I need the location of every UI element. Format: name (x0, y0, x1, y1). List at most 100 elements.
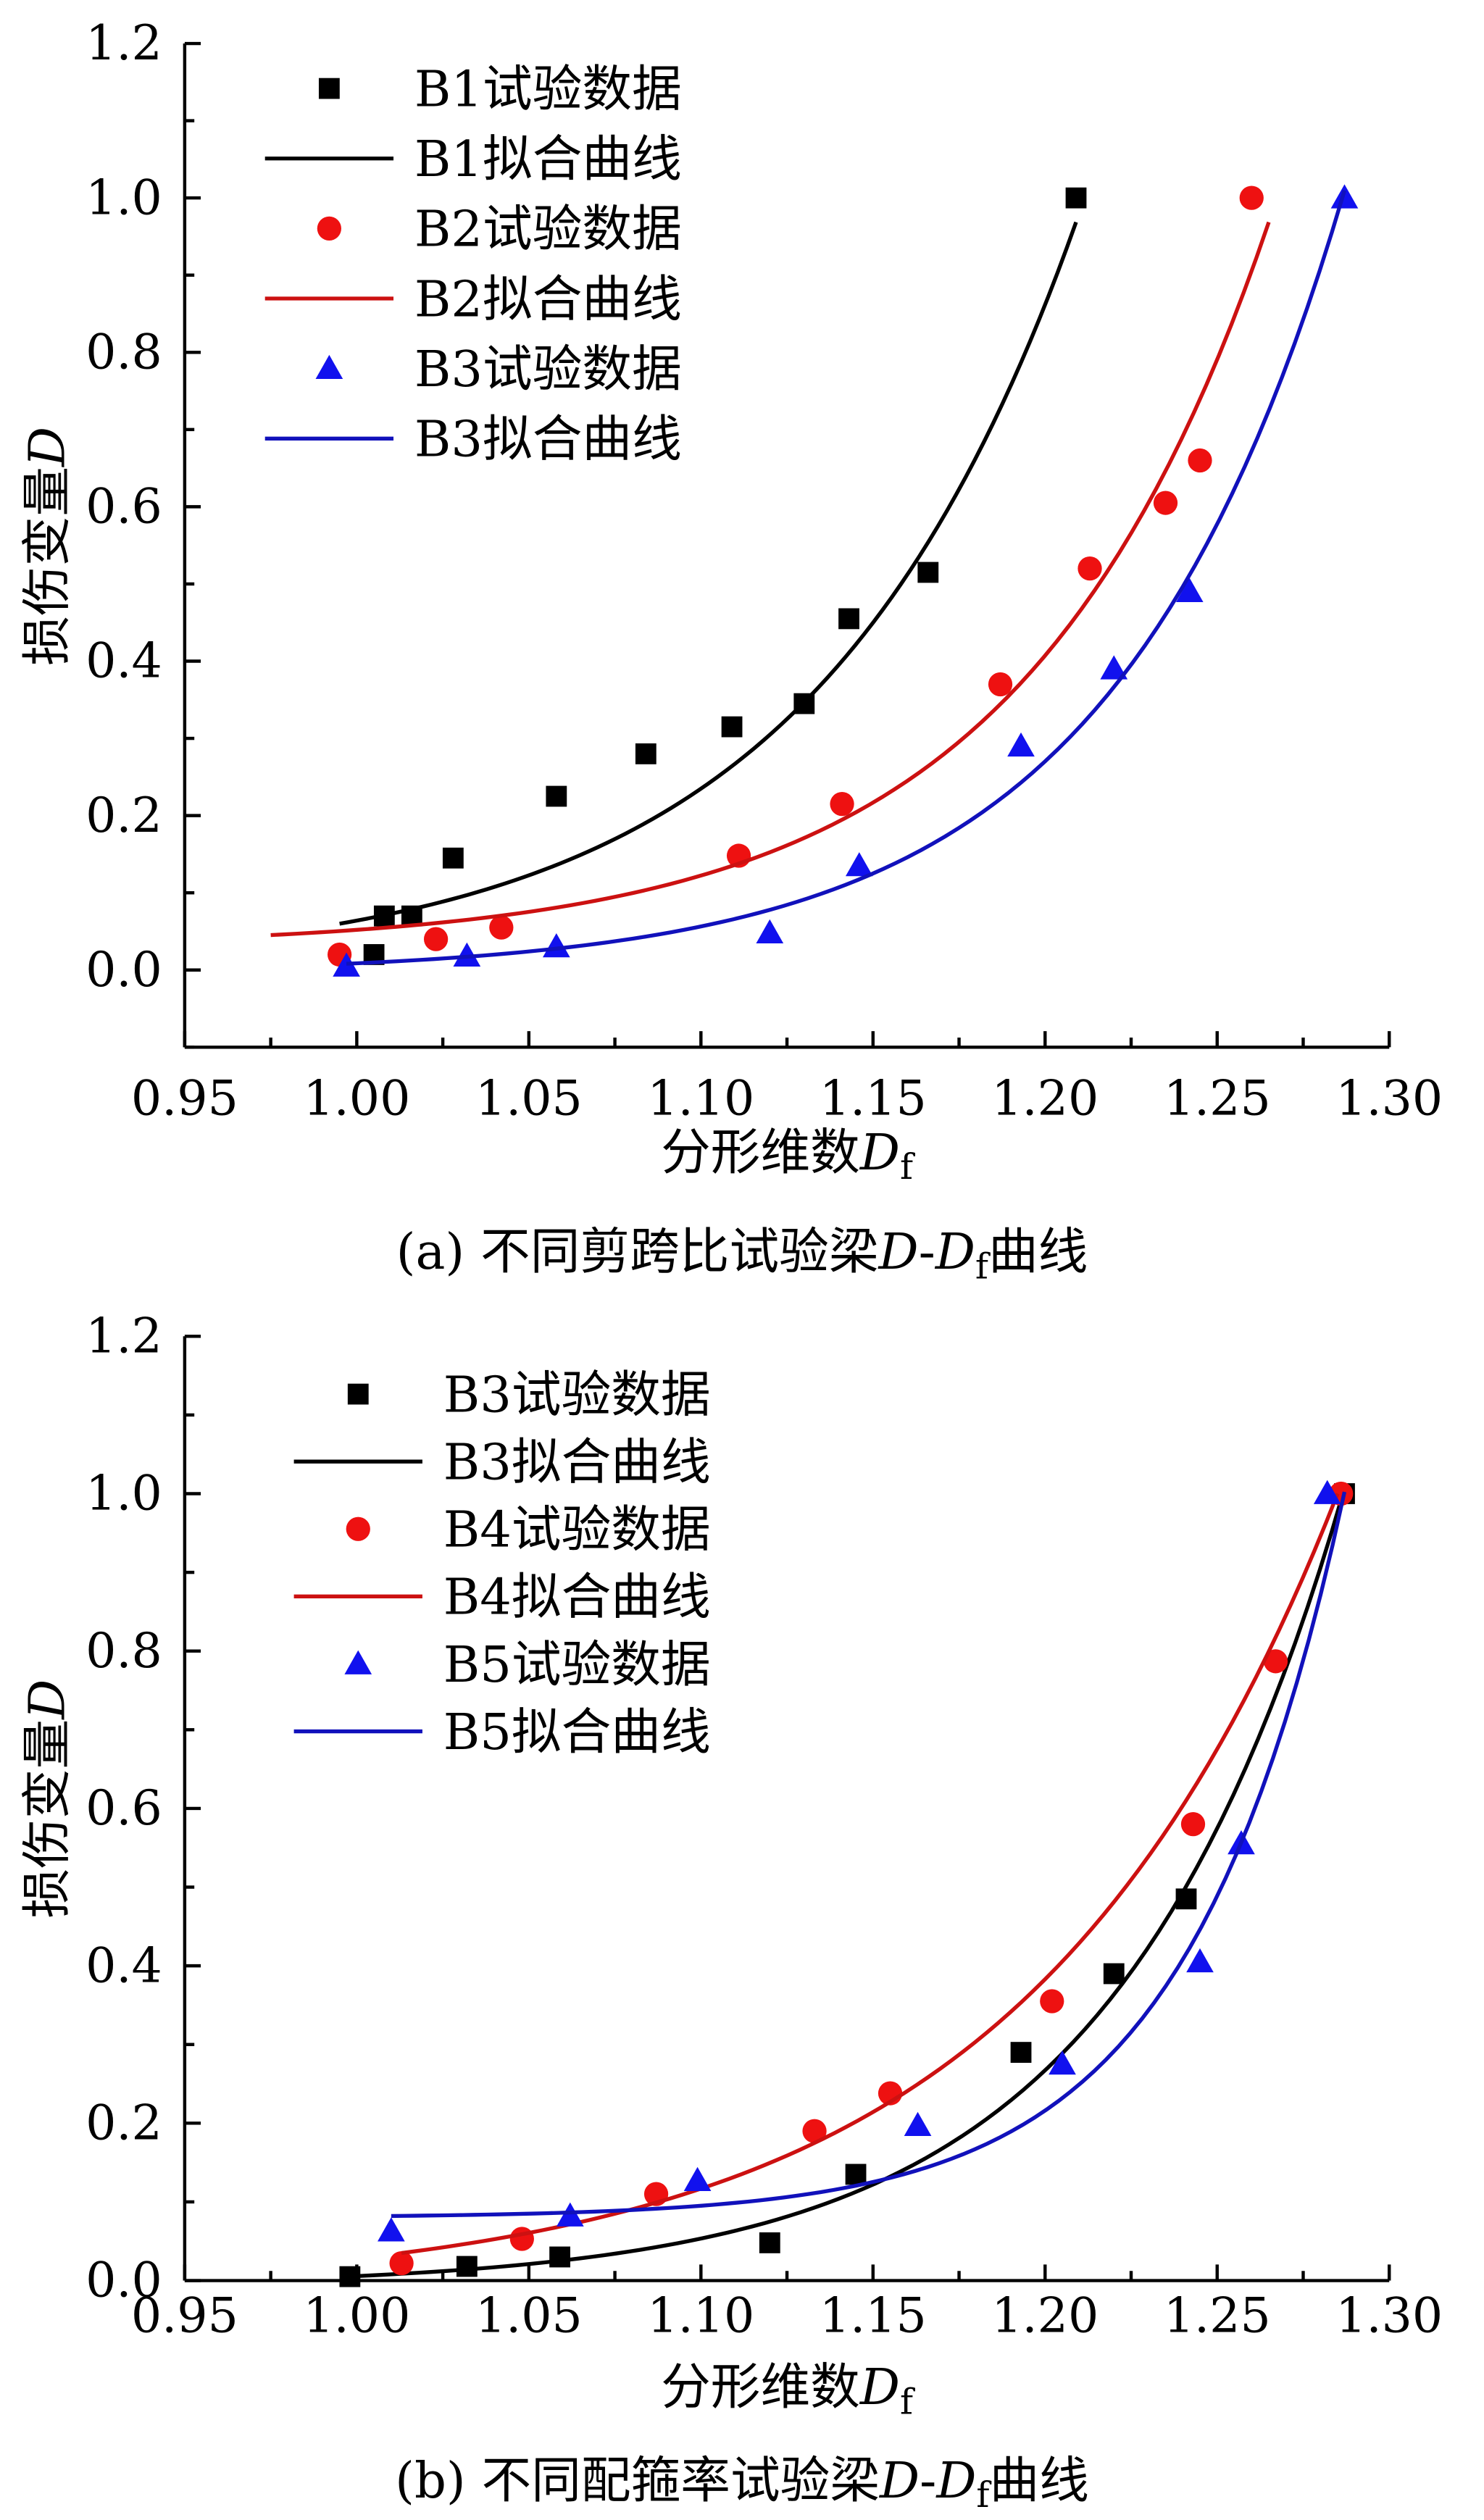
x-tick-label: 0.95 (131, 2287, 238, 2343)
data-point (389, 2251, 414, 2276)
caption-sep: - (919, 1223, 935, 1281)
data-point (453, 942, 481, 967)
legend: B1试验数据 B1拟合曲线 B2试验数据 B2拟合曲线 B3试验数据 B3拟合曲线 (264, 60, 682, 469)
series-B3试验数据 (339, 1483, 1355, 2287)
caption-var: D (935, 2452, 976, 2510)
x-label-var: D (859, 1124, 900, 1182)
series-B2拟合曲线 (270, 221, 1271, 938)
legend-label: B5试验数据 (443, 1636, 711, 1694)
legend-marker (318, 78, 340, 99)
data-point (489, 915, 514, 940)
x-tick-label: 1.00 (303, 1069, 410, 1126)
legend-label: B3拟合曲线 (443, 1434, 711, 1492)
y-tick-label: 1.2 (86, 1307, 162, 1364)
x-label-text: 分形维数 (661, 2358, 860, 2416)
legend-label: B3试验数据 (414, 341, 682, 399)
data-point (838, 608, 859, 630)
y-tick-label: 1.0 (86, 1465, 162, 1522)
data-point (988, 672, 1013, 697)
data-point (756, 919, 784, 944)
y-tick-label: 0.6 (86, 1780, 162, 1836)
x-tick-label: 1.20 (991, 1069, 1099, 1126)
y-tick-label: 0.4 (86, 633, 162, 689)
y-tick-label: 0.8 (86, 323, 162, 380)
caption-suffix: 曲线 (989, 2452, 1088, 2510)
data-point (917, 562, 939, 583)
legend-marker (346, 1516, 370, 1541)
caption-prefix: (b) 不同配箍率试验梁 (395, 2452, 880, 2510)
data-point (509, 2227, 534, 2251)
legend-label: B1拟合曲线 (414, 130, 682, 188)
data-point (543, 933, 570, 958)
legend-label: B2拟合曲线 (414, 270, 682, 328)
data-point (1188, 448, 1212, 473)
series-B5拟合曲线 (391, 1491, 1347, 2219)
y-axis-label: 损伤变量D (19, 427, 77, 666)
legend-label: B4试验数据 (443, 1501, 711, 1559)
x-tick-label: 1.15 (820, 1069, 927, 1126)
data-point (1239, 185, 1264, 210)
legend-marker (344, 1650, 372, 1674)
fit-curve (401, 1493, 1340, 2256)
legend-item: B3试验数据 (347, 1366, 711, 1424)
data-point (423, 927, 449, 951)
legend-label: B1试验数据 (414, 60, 682, 118)
fit-curve (339, 221, 1078, 926)
data-point (1049, 2050, 1076, 2075)
data-point (1040, 1989, 1064, 2014)
x-axis-label: 分形维数Df (661, 2358, 915, 2422)
data-point (845, 2164, 867, 2185)
x-axis-label: 分形维数Df (661, 1124, 915, 1188)
data-point (904, 2111, 932, 2137)
x-tick-label: 1.10 (647, 1069, 754, 1126)
y-tick-label: 0.2 (86, 2095, 162, 2151)
legend-item: B5试验数据 (344, 1636, 711, 1694)
caption-prefix: (a) 不同剪跨比试验梁 (396, 1223, 879, 1281)
x-tick-label: 1.25 (1164, 1069, 1271, 1126)
chart-b: 0.95 1.00 1.05 1.10 1.15 1.20 1.25 1.30 0.0 0.2 0.… (19, 1307, 1443, 2516)
data-point (556, 2202, 584, 2227)
data-point (442, 847, 464, 869)
y-tick-label: 0.2 (86, 787, 162, 843)
data-point (1010, 2042, 1032, 2064)
series-B1拟合曲线 (339, 221, 1078, 926)
caption-sub: f (976, 2475, 991, 2516)
fit-curve (270, 221, 1271, 938)
y-label-text: 损伤变量 (19, 467, 77, 666)
y-tick-label: 1.0 (86, 169, 162, 225)
legend-label: B3拟合曲线 (414, 411, 682, 469)
caption-sep: - (920, 2452, 936, 2510)
data-point (456, 2256, 478, 2277)
x-tick-label: 1.05 (475, 2287, 583, 2343)
fit-curve (357, 1488, 1347, 2279)
y-tick-label: 0.0 (86, 2252, 162, 2308)
x-tick-label: 1.00 (303, 2287, 410, 2343)
data-point (830, 792, 854, 817)
data-point (1007, 732, 1035, 757)
caption-suffix: 曲线 (988, 1223, 1088, 1281)
data-point (1077, 556, 1102, 581)
y-tick-label: 0.8 (86, 1622, 162, 1679)
legend-marker (317, 216, 341, 241)
series-B3拟合曲线 (346, 190, 1347, 966)
y-label-text: 损伤变量 (19, 1719, 77, 1919)
series-B1试验数据 (363, 187, 1087, 965)
data-point (1065, 187, 1087, 209)
x-tick-label: 1.30 (1335, 1069, 1443, 1126)
fit-curve (391, 1491, 1347, 2219)
legend-label: B5拟合曲线 (443, 1703, 711, 1761)
data-point (549, 2246, 570, 2268)
y-tick-label: 1.2 (86, 14, 162, 71)
data-point (802, 2119, 827, 2143)
caption-var: D (878, 1223, 919, 1281)
legend-item: B2试验数据 (317, 201, 682, 259)
data-point (1180, 1812, 1206, 1837)
data-point (721, 716, 743, 738)
x-tick-label: 1.05 (475, 1069, 583, 1126)
fit-curve (346, 190, 1347, 966)
series-B2试验数据 (327, 185, 1264, 967)
chart-caption: (b) 不同配箍率试验梁D-Df曲线 (395, 2452, 1089, 2516)
y-tick-label: 0.0 (86, 941, 162, 998)
legend-item: B1拟合曲线 (264, 130, 682, 188)
x-tick-label: 1.20 (991, 2287, 1099, 2343)
